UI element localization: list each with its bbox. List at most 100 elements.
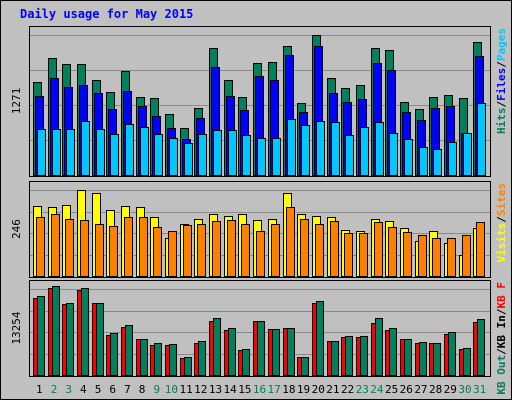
legend-kb-out: KB Out <box>495 355 508 395</box>
x-tick-label: 1 <box>36 383 43 396</box>
x-tick-label: 9 <box>153 383 160 396</box>
x-tick-label: 20 <box>312 383 325 396</box>
bar-kb-out-day-14 <box>228 328 236 376</box>
x-tick-label: 21 <box>326 383 339 396</box>
bar-pages-day-11 <box>184 143 193 176</box>
x-tick-label: 7 <box>124 383 131 396</box>
y-max-label: 1271 <box>10 88 23 115</box>
legend-separator: / <box>495 61 508 68</box>
bar-pages-day-13 <box>213 130 222 176</box>
bar-kb-out-day-28 <box>433 343 441 376</box>
legend-separator: / <box>495 348 508 355</box>
bar-sites-day-24 <box>374 222 383 277</box>
y-max-label: 13254 <box>10 311 23 344</box>
bar-kb-out-day-29 <box>448 332 456 376</box>
legend-separator: / <box>495 308 508 315</box>
x-tick-label: 16 <box>253 383 266 396</box>
x-tick-label: 14 <box>224 383 238 396</box>
x-tick-label: 26 <box>400 383 413 396</box>
bar-kb-out-day-12 <box>198 341 206 376</box>
x-tick-label: 27 <box>414 383 427 396</box>
bar-sites-day-15 <box>241 224 250 277</box>
legend-separator: / <box>495 216 508 223</box>
bar-kb-out-day-16 <box>257 321 265 376</box>
bar-kb-out-day-5 <box>96 303 104 376</box>
bar-kb-out-day-19 <box>301 357 309 376</box>
bar-kb-out-day-4 <box>81 288 89 376</box>
bar-kb-out-day-31 <box>477 319 485 376</box>
bar-pages-day-14 <box>228 130 237 176</box>
bar-sites-day-29 <box>447 238 456 277</box>
legend-hits: Hits <box>495 108 508 135</box>
legend-sites: Sites <box>495 183 508 216</box>
x-tick-label: 29 <box>444 383 457 396</box>
bar-sites-day-25 <box>388 227 397 277</box>
bar-pages-day-28 <box>433 149 442 176</box>
bar-pages-day-22 <box>345 135 354 176</box>
bar-kb-out-day-24 <box>375 318 383 376</box>
bar-kb-out-day-22 <box>345 336 353 376</box>
right-legend: Hits/Files/Pages <box>495 28 508 134</box>
x-tick-label: 19 <box>297 383 310 396</box>
bar-sites-day-12 <box>197 224 206 277</box>
bar-pages-day-16 <box>257 138 266 176</box>
bar-sites-day-7 <box>124 217 133 277</box>
bar-pages-day-10 <box>169 138 178 176</box>
bar-kb-out-day-3 <box>66 303 74 376</box>
x-tick-label: 24 <box>370 383 384 396</box>
bar-sites-day-2 <box>51 214 60 277</box>
x-tick-label: 6 <box>109 383 116 396</box>
bar-sites-day-21 <box>330 221 339 277</box>
bar-pages-day-3 <box>66 129 75 176</box>
right-legend: Visits/Sites <box>495 183 508 263</box>
bar-pages-day-26 <box>404 139 413 176</box>
bar-pages-day-23 <box>360 127 369 176</box>
bar-pages-day-25 <box>389 133 398 176</box>
bar-kb-out-day-15 <box>242 349 250 376</box>
legend-files: Files <box>495 68 508 101</box>
legend-pages: Pages <box>495 28 508 61</box>
bar-kb-out-day-9 <box>154 343 162 376</box>
bar-pages-day-27 <box>419 147 428 176</box>
bar-pages-day-7 <box>125 124 134 176</box>
bar-kb-out-day-30 <box>463 348 471 376</box>
bar-pages-day-31 <box>477 103 486 176</box>
bar-pages-day-8 <box>140 127 149 176</box>
bar-sites-day-17 <box>271 224 280 277</box>
x-tick-label: 4 <box>80 383 87 396</box>
bar-sites-day-3 <box>65 219 74 277</box>
x-tick-label: 13 <box>209 383 222 396</box>
bar-sites-day-27 <box>418 235 427 277</box>
bar-kb-out-day-7 <box>125 325 133 376</box>
bar-pages-day-29 <box>448 142 457 176</box>
x-tick-label: 8 <box>139 383 146 396</box>
x-tick-label: 12 <box>194 383 207 396</box>
bar-sites-day-30 <box>462 235 471 277</box>
bar-kb-out-day-23 <box>360 336 368 376</box>
x-tick-label: 18 <box>282 383 295 396</box>
bar-sites-day-14 <box>227 220 236 277</box>
chart-title: Daily usage for May 2015 <box>20 7 193 21</box>
bar-sites-day-6 <box>109 226 118 277</box>
bar-sites-day-20 <box>315 224 324 277</box>
bar-pages-day-6 <box>110 134 119 176</box>
bar-kb-out-day-11 <box>184 357 192 376</box>
panel-visits-sites: 246 Visits/Sites <box>10 181 508 278</box>
bar-pages-day-30 <box>463 133 472 176</box>
x-tick-label: 28 <box>429 383 442 396</box>
bar-pages-day-19 <box>301 125 310 176</box>
bar-sites-day-10 <box>168 231 177 277</box>
bar-pages-day-4 <box>81 121 90 176</box>
bar-kb-out-day-18 <box>287 328 295 376</box>
bar-pages-day-20 <box>316 121 325 176</box>
bar-sites-day-9 <box>153 227 162 277</box>
bar-pages-day-17 <box>272 138 281 176</box>
bar-sites-day-23 <box>359 233 368 277</box>
x-tick-label: 11 <box>179 383 192 396</box>
bar-pages-day-2 <box>52 129 61 176</box>
legend-kb-f: KB F <box>495 282 508 309</box>
x-tick-label: 10 <box>165 383 178 396</box>
